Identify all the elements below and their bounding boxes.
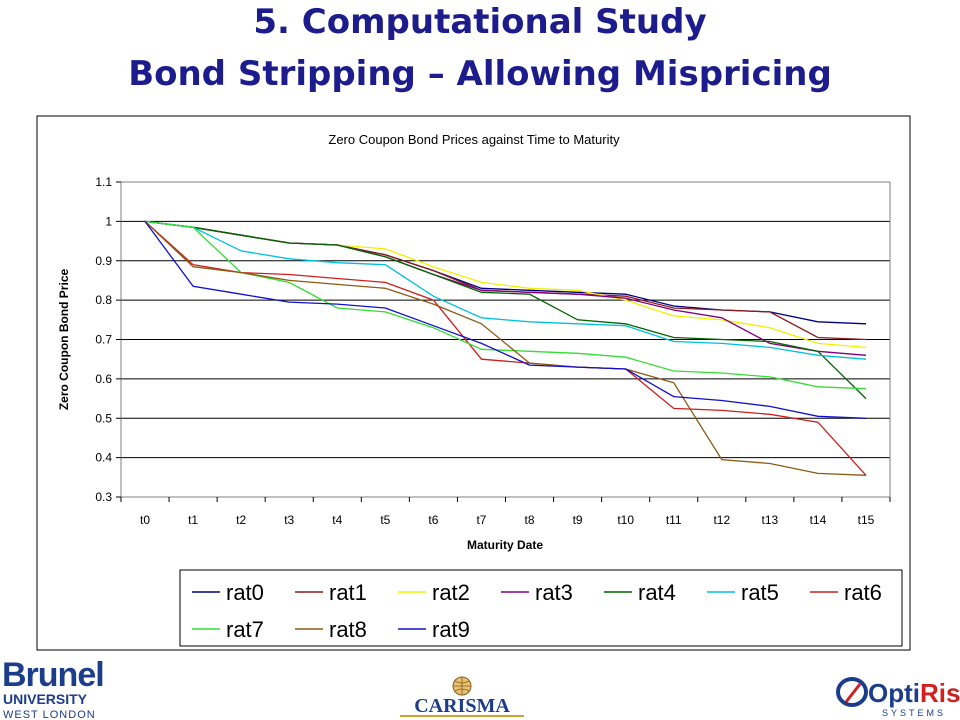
series-line-rat9: [144, 221, 867, 419]
legend-label-rat6: rat6: [844, 580, 882, 605]
carisma-logo: CARISMA: [400, 676, 524, 717]
y-tick-label: 0.3: [95, 490, 112, 504]
slide-title-line1: 5. Computational Study: [253, 2, 707, 42]
x-axis-label: Maturity Date: [467, 538, 543, 552]
x-tick-label: t7: [476, 513, 486, 527]
x-tick-label: t11: [666, 513, 682, 527]
y-tick-label: 0.5: [95, 411, 112, 425]
series-line-rat5: [144, 220, 867, 360]
x-tick-label: t14: [810, 513, 827, 527]
carisma-logo-text: CARISMA: [414, 695, 510, 717]
x-tick-label: t8: [525, 513, 535, 527]
legend-label-rat5: rat5: [741, 580, 779, 605]
legend-label-rat9: rat9: [432, 617, 470, 642]
legend-label-rat8: rat8: [329, 617, 367, 642]
legend: [179, 569, 903, 647]
optirisk-o-icon: [836, 677, 868, 707]
series-line-rat7: [144, 220, 867, 390]
x-tick-label: t1: [188, 513, 198, 527]
y-tick-label: 1.1: [95, 175, 112, 189]
chart-title: Zero Coupon Bond Prices against Time to …: [328, 132, 620, 147]
x-tick-label: t0: [140, 513, 150, 527]
x-tick-label: t3: [284, 513, 294, 527]
legend-label-rat2: rat2: [432, 580, 470, 605]
x-tick-label: t5: [380, 513, 390, 527]
brunel-logo-westlondon: WEST LONDON: [3, 709, 96, 720]
legend-label-rat1: rat1: [329, 580, 367, 605]
x-tick-label: t13: [762, 513, 779, 527]
zero-coupon-chart: Zero Coupon Bond Prices against Time to …: [36, 115, 911, 651]
legend-label-rat4: rat4: [638, 580, 676, 605]
legend-label-rat0: rat0: [226, 580, 264, 605]
y-axis-label: Zero Coupon Bond Price: [57, 269, 71, 411]
y-tick-label: 0.7: [95, 333, 112, 347]
y-tick-label: 0.9: [95, 254, 112, 268]
x-tick-label: t12: [713, 513, 730, 527]
series-line-rat6: [144, 220, 867, 476]
legend-label-rat7: rat7: [226, 617, 264, 642]
y-tick-label: 0.6: [95, 372, 112, 386]
optirisk-logo: OptiRisk SYSTEMS: [836, 677, 960, 718]
y-tick-label: 0.8: [95, 293, 112, 307]
x-tick-label: t2: [236, 513, 246, 527]
slide-title-line2: Bond Stripping – Allowing Mispricing: [128, 54, 832, 94]
optirisk-logo-systems: SYSTEMS: [882, 708, 946, 718]
x-tick-label: t10: [617, 513, 634, 527]
brunel-logo-university: UNIVERSITY: [3, 691, 88, 707]
x-tick-label: t6: [428, 513, 438, 527]
legend-label-rat3: rat3: [535, 580, 573, 605]
brunel-university-logo: Brunel UNIVERSITY WEST LONDON: [2, 656, 105, 720]
optirisk-logo-opti: OptiRisk: [868, 678, 960, 708]
series-line-rat4: [144, 220, 867, 400]
series-line-rat8: [144, 220, 867, 476]
x-tick-label: t9: [573, 513, 583, 527]
x-tick-label: t4: [332, 513, 342, 527]
chart-frame: [36, 115, 911, 651]
y-tick-label: 0.4: [95, 451, 112, 465]
y-tick-label: 1: [105, 214, 112, 228]
brunel-logo-word: Brunel: [2, 656, 104, 694]
x-tick-label: t15: [858, 513, 875, 527]
